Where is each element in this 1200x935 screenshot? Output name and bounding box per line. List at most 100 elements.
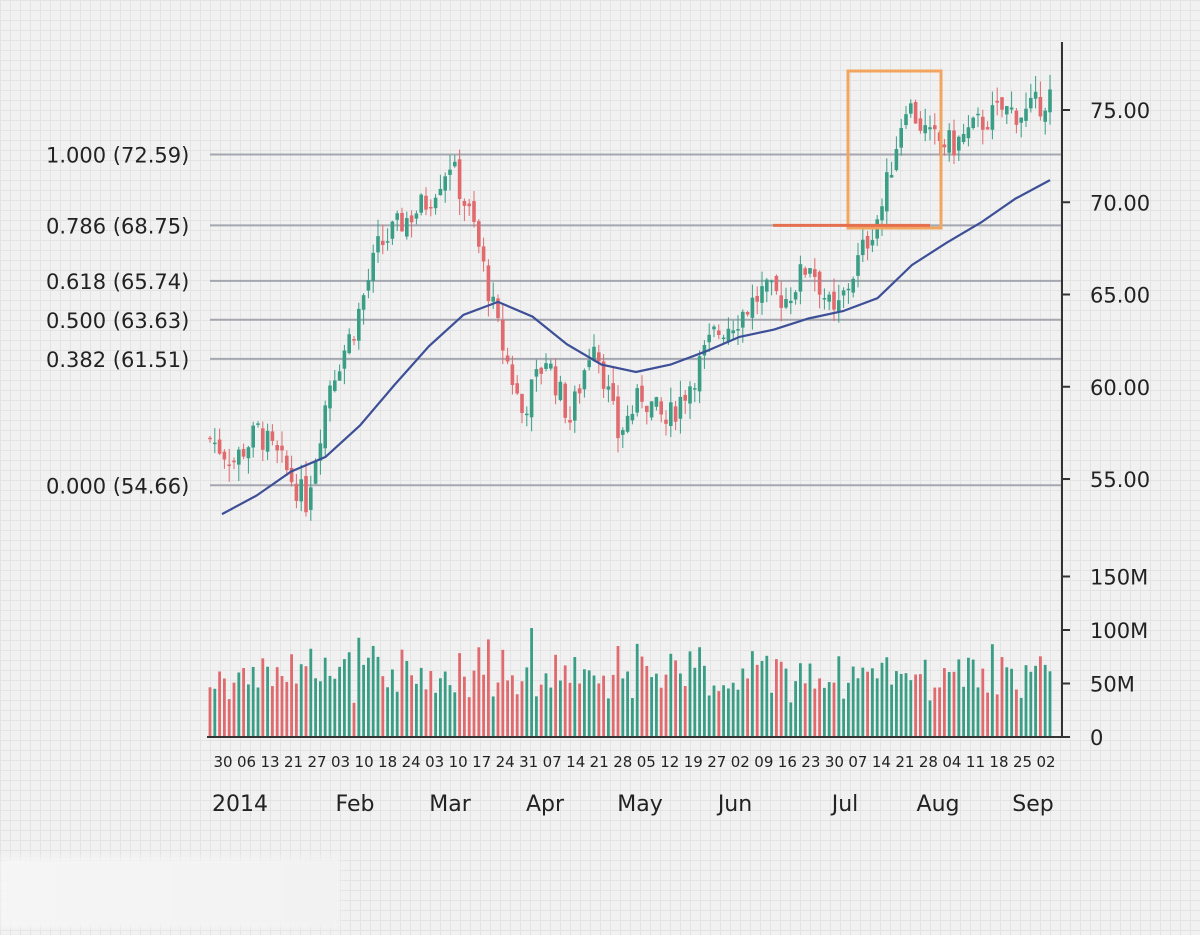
day-tick-label: 30 (825, 753, 844, 771)
volume-bar (290, 654, 293, 737)
candle-body (472, 201, 476, 222)
volume-bar (775, 659, 778, 737)
candle-body (913, 101, 918, 124)
candle-body (707, 334, 711, 343)
day-tick-label: 24 (496, 753, 515, 771)
candle-body (760, 286, 764, 303)
volume-bar (496, 682, 500, 737)
candle-body (736, 329, 740, 331)
volume-bar (328, 675, 332, 737)
candle-body (669, 402, 673, 426)
candle-body (697, 356, 702, 392)
volume-bar (933, 687, 937, 737)
volume-bar (674, 660, 677, 737)
day-tick-label: 02 (1036, 753, 1055, 771)
volume-bar (914, 674, 917, 737)
candle-body (491, 296, 495, 302)
volume-bar (376, 656, 380, 737)
candle-body (477, 221, 481, 247)
candle-body (227, 464, 231, 466)
day-tick-label: 02 (731, 753, 750, 771)
volume-bar (223, 678, 226, 737)
price-tick-label: 75.00 (1090, 99, 1150, 123)
volume-bar (722, 685, 725, 737)
month-label: Sep (1012, 792, 1053, 817)
candle-body (745, 311, 750, 315)
volume-bar (717, 691, 721, 737)
volume-bar (251, 666, 255, 737)
volume-tick-label: 100M (1090, 619, 1148, 643)
volume-bar (626, 671, 629, 737)
volume-bar (712, 685, 716, 737)
volume-bar (304, 666, 308, 737)
volume-bar (352, 702, 356, 737)
price-tick-label: 70.00 (1090, 191, 1150, 215)
candle-body (885, 172, 889, 212)
candle-body (985, 126, 990, 130)
volume-bar (707, 695, 711, 737)
candle-body (438, 188, 443, 196)
volume-bar (405, 660, 409, 737)
candle-body (981, 116, 985, 130)
volume-bar (583, 669, 586, 737)
fibonacci-labels: 1.000 (72.59) 0.786 (68.75) 0.618 (65.74) 0… (46, 143, 189, 498)
volume-bar (967, 657, 970, 737)
volume-bar (866, 671, 869, 737)
candle-body (856, 255, 860, 276)
volume-bar (271, 686, 274, 737)
volume-bar (314, 678, 317, 737)
volume-bar (827, 682, 831, 737)
candle-body (726, 328, 731, 342)
candle-body (904, 114, 908, 126)
candle-body (1019, 117, 1023, 123)
volume-bar (237, 672, 241, 737)
candle-body (534, 369, 539, 377)
volume-bar (568, 682, 572, 737)
volume-bar (544, 673, 548, 737)
month-label: Apr (526, 792, 565, 817)
month-label: Aug (917, 792, 960, 817)
day-tick-label: 31 (519, 753, 538, 771)
price-tick-label: 55.00 (1090, 468, 1150, 492)
day-tick-label: 21 (284, 753, 303, 771)
volume-bar (439, 678, 442, 737)
volume-bar (338, 666, 341, 737)
candle-body (928, 127, 932, 130)
volume-bar (631, 698, 634, 737)
day-tick-label: 23 (801, 753, 820, 771)
volume-bar (871, 668, 874, 737)
fib-level-label: 0.500 (63.63) (46, 309, 189, 333)
volume-bar (995, 694, 999, 737)
volume-bar (803, 683, 807, 737)
volume-bar (621, 678, 625, 737)
candle-body (803, 268, 807, 275)
candle-body (318, 443, 323, 461)
day-tick-label: 30 (213, 753, 232, 771)
candle-body (952, 130, 956, 156)
candle-body (784, 299, 788, 308)
candle-body (947, 130, 951, 153)
candle-body (779, 295, 783, 308)
volume-bar (962, 686, 965, 737)
candle-body (256, 423, 260, 425)
volume-bar (698, 647, 701, 737)
candle-body (309, 487, 313, 510)
volume-bar (1043, 664, 1047, 737)
candle-body (481, 246, 486, 262)
volume-bar (391, 669, 394, 737)
candle-body (333, 380, 337, 392)
volume-bar (751, 651, 754, 737)
x-axis-year-label: 2014 (212, 792, 268, 817)
candle-body (376, 236, 380, 253)
candle-body (616, 396, 620, 439)
volume-bar (799, 663, 802, 737)
volume-bar (923, 659, 927, 737)
volume-bar (919, 674, 922, 737)
candle-body (1000, 97, 1004, 110)
candle-body (342, 350, 347, 369)
candle-body (1033, 91, 1038, 99)
volume-bar (487, 639, 490, 737)
candle-body (918, 118, 923, 131)
candle-body (357, 308, 361, 341)
